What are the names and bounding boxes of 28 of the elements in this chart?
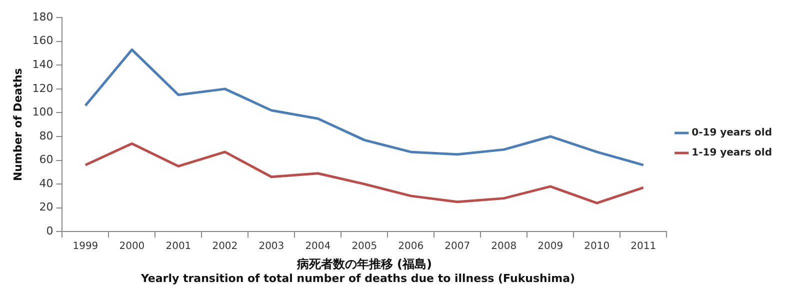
x-tick-label: 2002	[212, 241, 238, 252]
x-tick-label: 2010	[584, 241, 610, 252]
y-tick-label: 160	[32, 34, 54, 48]
y-tick-label: 40	[39, 176, 54, 190]
legend-label: 1-19 years old	[692, 148, 772, 159]
x-tick-label: 2011	[630, 241, 656, 252]
x-tick-label: 2003	[258, 241, 284, 252]
y-tick-label: 120	[32, 82, 54, 95]
y-tick-label: 20	[39, 200, 54, 214]
y-axis-title: Number of Deaths	[11, 68, 24, 182]
y-tick-label: 60	[39, 153, 54, 166]
x-tick-label: 2005	[352, 241, 378, 252]
text: Yearly transition of total number of deaths due to illness (Fukushima)	[140, 272, 576, 285]
x-tick-label: 2008	[491, 241, 517, 252]
x-tick-label: 2001	[166, 241, 192, 252]
y-tick-label: 80	[39, 129, 54, 142]
x-tick-label: 2004	[305, 241, 331, 252]
legend-label: 0-19 years old	[692, 128, 772, 139]
x-tick-label: 2007	[444, 241, 470, 252]
y-tick-label: 0	[46, 224, 54, 238]
x-tick-label: 2006	[398, 241, 424, 252]
x-axis-title: 病死者数の年推移 (福島)	[296, 256, 432, 271]
y-tick-label: 180	[32, 10, 54, 24]
y-tick-label: 140	[32, 58, 54, 72]
x-tick-label: 1999	[72, 241, 98, 252]
x-tick-label: 2009	[538, 241, 564, 252]
y-tick-label: 100	[32, 106, 54, 119]
x-tick-label: 2000	[119, 241, 145, 252]
